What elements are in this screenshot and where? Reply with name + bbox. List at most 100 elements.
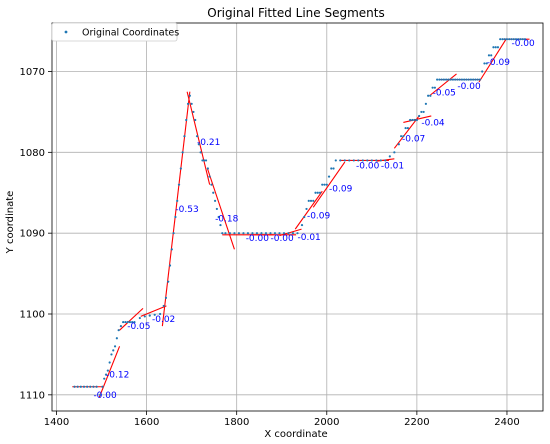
data-point <box>305 207 308 211</box>
data-point <box>309 199 313 202</box>
data-point <box>431 86 434 89</box>
fitted-segment <box>98 346 121 398</box>
data-point <box>487 54 491 57</box>
data-point <box>343 159 346 162</box>
data-point <box>278 232 281 235</box>
data-point <box>411 118 414 122</box>
data-point <box>143 315 146 318</box>
data-point <box>113 345 117 348</box>
data-point <box>481 70 484 73</box>
slope-label: -0.12 <box>106 371 129 381</box>
data-point <box>393 151 396 154</box>
fitted-segment <box>206 168 235 250</box>
data-point <box>512 38 515 41</box>
data-point <box>307 199 310 202</box>
data-point <box>472 78 475 81</box>
data-point <box>375 159 378 162</box>
legend: Original Coordinates <box>51 22 179 42</box>
x-axis-label: X coordinate <box>264 429 327 440</box>
data-point <box>483 62 486 65</box>
y-tick-label: 1100 <box>20 310 45 321</box>
data-point <box>436 78 439 81</box>
data-point <box>181 151 184 154</box>
data-point <box>469 78 473 81</box>
slope-label: -0.01 <box>381 161 404 171</box>
data-point <box>519 38 522 41</box>
slope-label: -0.00 <box>93 391 117 401</box>
data-point <box>115 337 118 340</box>
data-point <box>490 54 493 57</box>
slope-label: -0.09 <box>307 211 331 221</box>
fitted-segment <box>429 73 457 97</box>
data-point <box>429 94 432 97</box>
tick-layer: 1400 1600 1800 2000 2200 2400 1070 1080 1090 1100… <box>20 67 520 428</box>
data-point <box>206 167 209 170</box>
y-tick-label: 1080 <box>20 148 45 159</box>
slope-label: -0.04 <box>421 118 445 128</box>
data-point <box>82 385 86 388</box>
data-point <box>176 199 179 202</box>
data-point <box>186 102 190 105</box>
data-point <box>172 232 175 235</box>
data-point <box>282 232 286 235</box>
data-point <box>104 373 108 376</box>
data-point <box>219 223 222 227</box>
data-point <box>325 183 328 186</box>
slope-label: -0.00 <box>356 161 380 171</box>
data-point <box>260 232 263 235</box>
y-tick-label: 1110 <box>20 390 45 401</box>
data-point <box>508 38 511 41</box>
data-point <box>303 215 306 219</box>
data-point <box>505 38 509 41</box>
data-point <box>194 118 197 122</box>
data-point <box>501 38 504 41</box>
data-point <box>188 94 191 97</box>
data-point <box>318 191 322 194</box>
data-point <box>357 159 360 162</box>
legend-box <box>51 22 178 42</box>
y-axis-label: Y coordinate <box>5 191 16 255</box>
data-point <box>269 232 272 235</box>
data-point <box>397 143 400 146</box>
data-point <box>499 38 502 41</box>
data-point <box>164 296 168 299</box>
data-point <box>210 183 213 186</box>
data-point <box>348 159 351 162</box>
plot-frame <box>51 22 544 412</box>
data-point <box>251 232 254 235</box>
data-point <box>185 118 188 122</box>
data-point <box>197 143 200 146</box>
fitted-segment <box>119 307 144 331</box>
data-point <box>451 78 455 81</box>
data-point <box>242 232 245 235</box>
data-point <box>327 175 331 178</box>
slope-label: -0.00 <box>511 39 535 49</box>
slope-label: -0.00 <box>246 234 270 244</box>
data-point <box>314 191 317 194</box>
x-tick-label: 2200 <box>404 417 429 428</box>
data-point <box>492 46 495 49</box>
data-point <box>494 46 497 49</box>
data-point <box>413 118 416 122</box>
data-point <box>190 102 193 105</box>
data-point <box>440 78 443 81</box>
data-point <box>418 114 421 118</box>
slope-label: -0.07 <box>402 135 425 145</box>
data-point <box>221 232 224 235</box>
data-point <box>352 159 355 162</box>
data-point <box>366 159 369 162</box>
data-point <box>424 102 427 105</box>
data-point <box>112 349 115 352</box>
data-point <box>465 78 468 81</box>
data-point <box>476 78 479 81</box>
data-point <box>321 183 324 186</box>
data-point <box>379 159 382 162</box>
data-point <box>332 167 335 170</box>
slope-label: -0.00 <box>457 82 481 92</box>
data-point <box>300 223 304 227</box>
data-point <box>454 78 457 81</box>
data-point <box>296 232 299 235</box>
slope-label: -0.05 <box>127 322 150 332</box>
